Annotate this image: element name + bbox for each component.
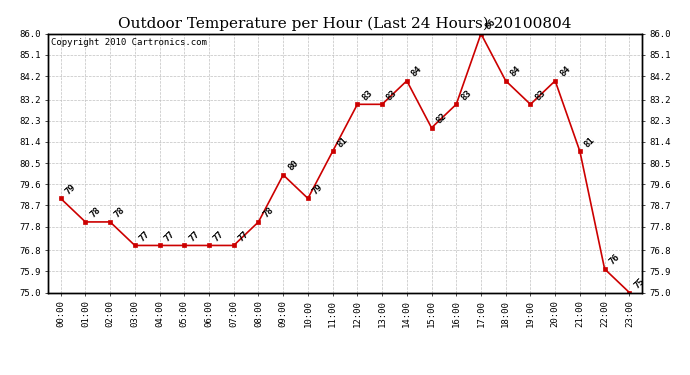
Text: 82: 82 bbox=[434, 112, 448, 126]
Text: 78: 78 bbox=[262, 206, 275, 220]
Text: 77: 77 bbox=[212, 230, 226, 243]
Text: 81: 81 bbox=[582, 135, 597, 149]
Text: 78: 78 bbox=[88, 206, 102, 220]
Text: 83: 83 bbox=[459, 88, 473, 102]
Title: Outdoor Temperature per Hour (Last 24 Hours) 20100804: Outdoor Temperature per Hour (Last 24 Ho… bbox=[118, 17, 572, 31]
Text: 81: 81 bbox=[335, 135, 349, 149]
Text: 83: 83 bbox=[385, 88, 399, 102]
Text: 77: 77 bbox=[162, 230, 177, 243]
Text: 77: 77 bbox=[187, 230, 201, 243]
Text: 79: 79 bbox=[63, 182, 77, 196]
Text: 84: 84 bbox=[558, 64, 572, 79]
Text: 75: 75 bbox=[632, 276, 646, 290]
Text: 79: 79 bbox=[310, 182, 325, 196]
Text: 83: 83 bbox=[533, 88, 547, 102]
Text: 77: 77 bbox=[237, 230, 250, 243]
Text: 78: 78 bbox=[113, 206, 127, 220]
Text: Copyright 2010 Cartronics.com: Copyright 2010 Cartronics.com bbox=[51, 38, 207, 46]
Text: 86: 86 bbox=[484, 18, 497, 32]
Text: 83: 83 bbox=[360, 88, 374, 102]
Text: 84: 84 bbox=[509, 64, 522, 79]
Text: 84: 84 bbox=[410, 64, 424, 79]
Text: 80: 80 bbox=[286, 159, 300, 173]
Text: 76: 76 bbox=[607, 253, 622, 267]
Text: 77: 77 bbox=[137, 230, 152, 243]
